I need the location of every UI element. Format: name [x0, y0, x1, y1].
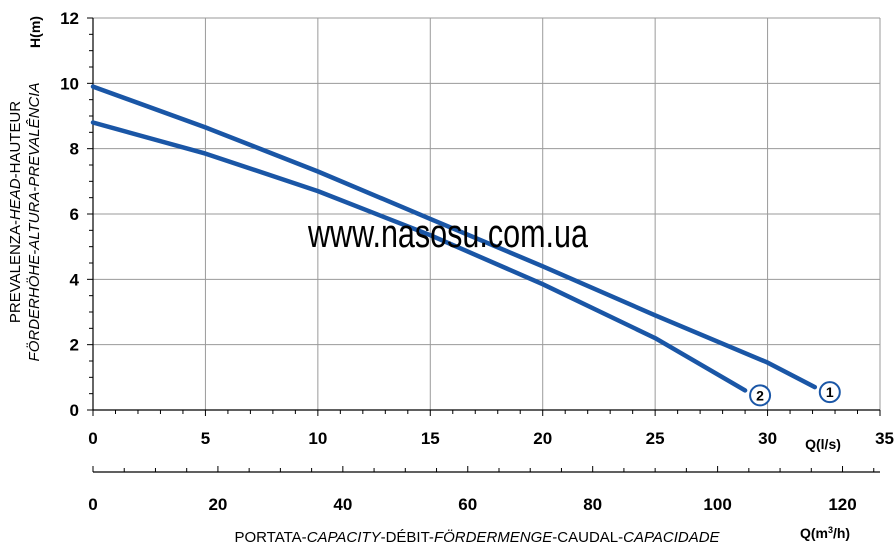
x-unit-label: Q(l/s) [805, 436, 841, 452]
curve-marker-2 [749, 384, 772, 407]
y-tick-label: 4 [70, 270, 80, 289]
x2-tick-label: 40 [333, 495, 352, 514]
watermark: www.nasosu.com.ua [307, 212, 588, 256]
x-tick-label: 35 [875, 429, 894, 448]
curve-marker-1 [818, 381, 841, 404]
x-tick-label: 25 [646, 429, 665, 448]
chart-grid [93, 17, 881, 410]
y-unit-label: H(m) [27, 16, 43, 48]
x2-tick-label: 60 [458, 495, 477, 514]
x-tick-label: 20 [533, 429, 552, 448]
y-tick-label: 12 [60, 9, 79, 28]
x-axis-title: PORTATA-CAPACITY-DÉBIT-FÖRDERMENGE-CAUDA… [234, 528, 720, 545]
y-tick-label: 0 [70, 401, 79, 420]
x2-tick-label: 0 [88, 495, 97, 514]
y-axis-title-line2: FÖRDERHÖHE-ALTURA-PREVALÊNCIA [25, 83, 43, 362]
y-tick-label: 6 [70, 205, 79, 224]
y-tick-label: 2 [70, 336, 79, 355]
plot-frame [87, 17, 881, 473]
curve-1 [90, 84, 818, 390]
x2-tick-label: 80 [583, 495, 602, 514]
curve-label-2: 2 [756, 387, 764, 403]
y-tick-label: 8 [70, 140, 79, 159]
x-tick-label: 10 [308, 429, 327, 448]
y-tick-label: 10 [60, 74, 79, 93]
x-tick-label: 15 [421, 429, 440, 448]
x2-tick-label: 100 [703, 495, 731, 514]
x-tick-label: 0 [88, 429, 97, 448]
curves: 12 [90, 84, 841, 407]
x2-tick-label: 20 [208, 495, 227, 514]
x2-unit-label: Q(m3/h) [800, 525, 850, 541]
x-tick-label: 5 [201, 429, 210, 448]
curve-label-1: 1 [826, 384, 834, 400]
x2-tick-label: 120 [828, 495, 856, 514]
x-tick-label: 30 [758, 429, 777, 448]
y-axis-title-line1: PREVALENZA-HEAD-HAUTEUR [7, 101, 24, 323]
curve-2 [90, 120, 748, 393]
